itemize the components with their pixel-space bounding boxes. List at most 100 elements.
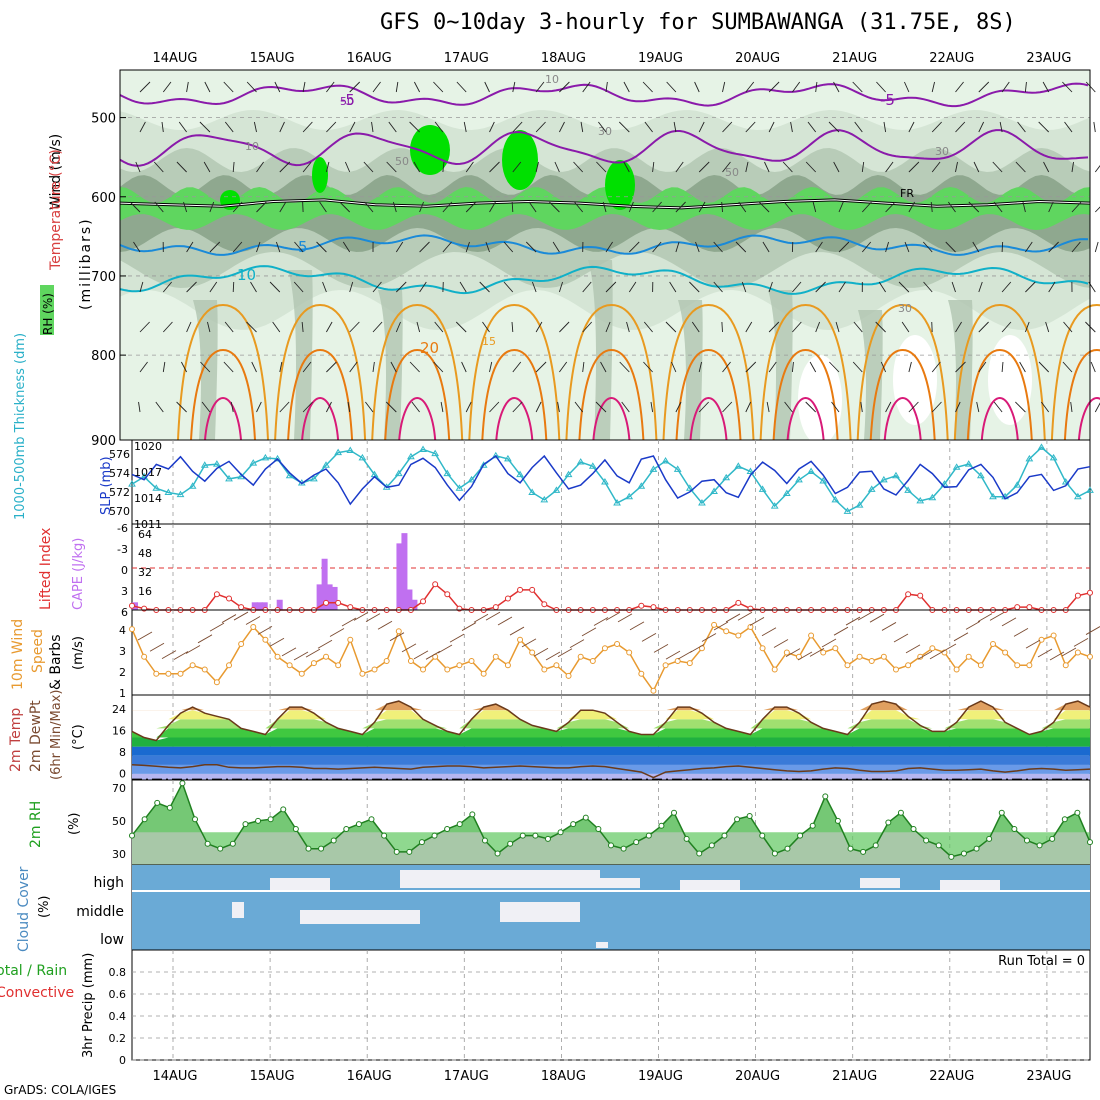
data-point [213, 460, 221, 467]
wind-barb [885, 401, 892, 413]
data-point [431, 832, 438, 839]
wind-barb [372, 281, 382, 293]
wind-barb [479, 281, 490, 293]
data-point [650, 687, 657, 694]
wind-barb [845, 616, 861, 626]
cape-bar [316, 584, 323, 610]
wind-barb [838, 281, 846, 293]
wind-barb [305, 648, 321, 658]
y-tick-label: 16 [138, 585, 152, 598]
ylabel-temp-units: (°C) [71, 724, 86, 750]
wind-barb [768, 321, 780, 333]
wind-barb [675, 201, 686, 213]
cape-bar [261, 602, 268, 610]
isotherm-20 [578, 348, 645, 441]
rh-saturated-blob [312, 157, 328, 193]
wind-barb [1045, 321, 1050, 333]
wind-barb [947, 201, 956, 213]
ylabel-thickness: 1000-500mb Thickness (dm) [13, 333, 28, 520]
wind-barb [652, 201, 662, 213]
wind-barb [904, 81, 910, 93]
data-point [910, 826, 917, 833]
wind-barb [250, 281, 257, 293]
wind-barb [1085, 81, 1096, 93]
wind-barb [694, 81, 700, 93]
data-point [917, 592, 924, 599]
date-label-top: 22AUG [929, 51, 974, 66]
data-point [323, 653, 330, 660]
wind-barb [246, 81, 257, 93]
wind-barb [758, 201, 770, 213]
data-point [432, 581, 439, 588]
wind-barb [161, 121, 164, 133]
wind-barb [829, 361, 840, 373]
data-point [418, 839, 425, 846]
wind-barb [869, 613, 885, 623]
contour-label: 30 [935, 145, 949, 158]
wind-barb [596, 161, 607, 173]
data-point [952, 463, 961, 470]
data-point [201, 666, 208, 673]
wind-barb [395, 81, 399, 93]
data-point [671, 809, 678, 816]
date-label-bottom: 19AUG [638, 1069, 683, 1084]
data-point [334, 448, 343, 456]
wind-barb [784, 401, 793, 413]
wind-barb [898, 281, 910, 293]
wind-barb [885, 241, 890, 253]
contour-label: 50 [395, 155, 409, 168]
wind-barb [293, 281, 304, 293]
wind-barb [154, 201, 164, 213]
legend-convective: Convective [0, 985, 74, 1001]
wind-barb [325, 401, 332, 413]
cape-bar [411, 599, 418, 610]
date-label-top: 17AUG [444, 51, 489, 66]
wind-barb [922, 241, 933, 253]
data-point [735, 632, 742, 639]
wind-barb [1063, 321, 1073, 333]
data-point [249, 459, 258, 466]
data-point [504, 662, 511, 669]
wind-barb [722, 121, 733, 133]
y-tick-label: 64 [138, 528, 152, 541]
cape-bar [401, 533, 408, 610]
wind-barb [761, 627, 777, 637]
wind-barb [815, 241, 823, 253]
data-point [226, 662, 233, 669]
date-label-top: 14AUG [152, 51, 197, 66]
wind-barb [293, 651, 309, 661]
data-point [645, 832, 652, 839]
wind-barb [512, 401, 523, 413]
data-point [782, 489, 791, 497]
wind-barb [652, 241, 662, 253]
data-point [407, 452, 415, 460]
wind-barb [433, 81, 444, 93]
data-point [797, 832, 804, 839]
ylabel-cape: CAPE (J/kg) [71, 538, 86, 610]
wind-barb [745, 121, 756, 133]
data-point [431, 449, 440, 457]
isotherm-25 [204, 396, 242, 441]
wind-barb [463, 121, 467, 133]
wind-barb [885, 161, 894, 173]
data-point [589, 658, 596, 664]
date-label-top: 20AUG [735, 51, 780, 66]
ylabel-slp: SLP (mb) [99, 456, 114, 515]
wind-barb [931, 161, 941, 173]
data-point [879, 475, 888, 483]
wind-barb [269, 281, 281, 293]
data-point [420, 666, 427, 673]
wind-barb [162, 81, 172, 93]
wind-barb [1001, 617, 1017, 627]
wind-barb [531, 281, 537, 293]
wind-barb [414, 81, 420, 93]
wind-barb [232, 241, 243, 253]
wind-barb [301, 321, 304, 333]
data-point [179, 780, 186, 787]
data-point [129, 626, 135, 633]
data-point [892, 471, 900, 479]
data-point [310, 474, 318, 482]
wind-barb [605, 81, 608, 93]
data-point [1062, 662, 1069, 669]
wind-barb [339, 201, 351, 213]
